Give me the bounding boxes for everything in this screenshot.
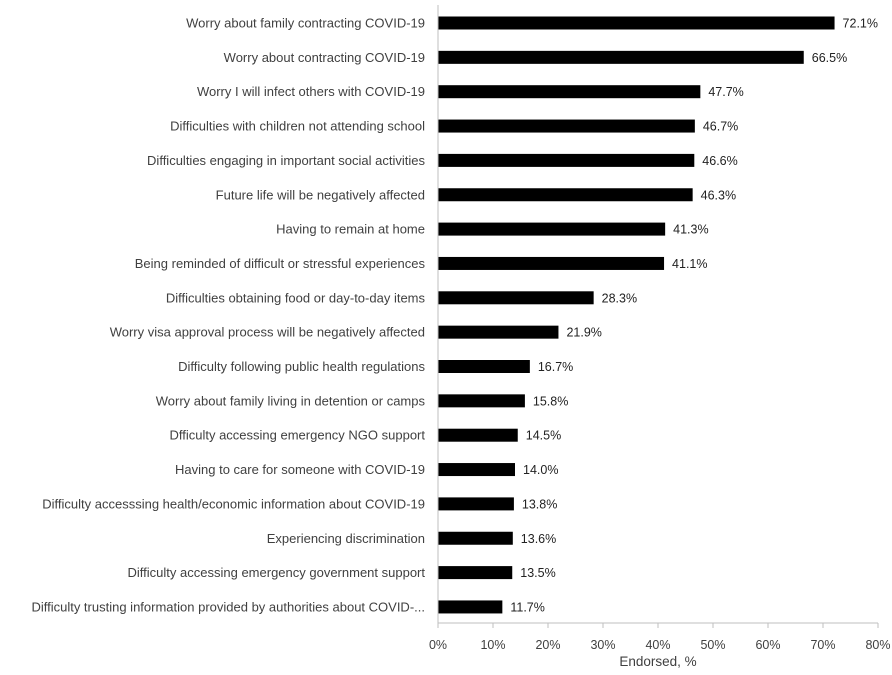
bar (438, 153, 695, 167)
x-tick-label: 80% (865, 638, 890, 652)
bar (438, 291, 594, 305)
category-label: Future life will be negatively affected (216, 187, 425, 202)
bar (438, 463, 515, 477)
category-label: Difficulties with children not attending… (170, 119, 425, 134)
x-axis-ticks-group: 0% 10% 20% 30% 40% 50% 60% 70% 80% (429, 623, 891, 652)
bar (438, 428, 518, 442)
category-label: Having to care for someone with COVID-19 (175, 462, 425, 477)
data-label: 16.7% (538, 360, 573, 374)
bar (438, 566, 513, 580)
category-label: Being reminded of difficult or stressful… (135, 256, 426, 271)
data-label: 66.5% (812, 51, 847, 65)
category-label: Experiencing discrimination (267, 531, 425, 546)
x-tick-label: 10% (480, 638, 505, 652)
data-label: 41.3% (673, 223, 708, 237)
data-label: 13.6% (521, 532, 556, 546)
bar (438, 222, 666, 236)
bar (438, 256, 665, 270)
x-tick-label: 40% (645, 638, 670, 652)
category-label: Difficulty accessing emergency governmen… (128, 565, 426, 580)
data-label: 72.1% (843, 17, 878, 31)
x-tick-label: 60% (755, 638, 780, 652)
data-label: 41.1% (672, 257, 707, 271)
value-labels-group: 72.1% 66.5% 47.7% 46.7% 46.6% 46.3% 41.3% 41.1%… (510, 17, 878, 615)
x-tick-label: 30% (590, 638, 615, 652)
bar (438, 531, 513, 545)
category-label: Worry about family living in detention o… (156, 393, 426, 408)
bar (438, 325, 559, 339)
bar (438, 119, 695, 133)
bar (438, 85, 701, 99)
category-label: Having to remain at home (276, 222, 425, 237)
bar (438, 360, 530, 373)
bar (438, 16, 835, 30)
data-label: 46.7% (703, 120, 738, 134)
x-tick-label: 20% (535, 638, 560, 652)
data-label: 14.5% (526, 429, 561, 443)
category-labels-group: Worry about family contracting COVID-19 W… (31, 16, 425, 615)
bar (438, 188, 693, 202)
category-label: Worry I will infect others with COVID-19 (197, 84, 425, 99)
data-label: 13.5% (520, 566, 555, 580)
bar (438, 497, 514, 511)
data-label: 46.6% (702, 154, 737, 168)
category-label: Worry about contracting COVID-19 (224, 50, 425, 65)
data-label: 15.8% (533, 394, 568, 408)
bars-group (438, 16, 835, 614)
category-label: Difficulty trusting information provided… (31, 599, 425, 614)
category-label: Difficulties engaging in important socia… (147, 153, 425, 168)
bar (438, 50, 804, 64)
bar (438, 600, 503, 614)
category-label: Dfficulty accessing emergency NGO suppor… (169, 428, 425, 443)
category-label: Difficulty following public health regul… (178, 359, 425, 374)
data-label: 21.9% (566, 326, 601, 340)
data-label: 47.7% (708, 85, 743, 99)
category-label: Difficulty accesssing health/economic in… (42, 496, 425, 511)
x-tick-label: 70% (810, 638, 835, 652)
x-tick-label: 0% (429, 638, 447, 652)
bar (438, 394, 525, 408)
category-label: Difficulties obtaining food or day-to-da… (166, 290, 426, 305)
data-label: 11.7% (510, 600, 545, 614)
category-label: Worry visa approval process will be nega… (110, 325, 425, 340)
x-axis-title: Endorsed, % (619, 654, 696, 669)
x-tick-label: 50% (700, 638, 725, 652)
data-label: 14.0% (523, 463, 558, 477)
category-label: Worry about family contracting COVID-19 (186, 16, 425, 31)
data-label: 46.3% (701, 188, 736, 202)
data-label: 13.8% (522, 497, 557, 511)
data-label: 28.3% (602, 291, 637, 305)
